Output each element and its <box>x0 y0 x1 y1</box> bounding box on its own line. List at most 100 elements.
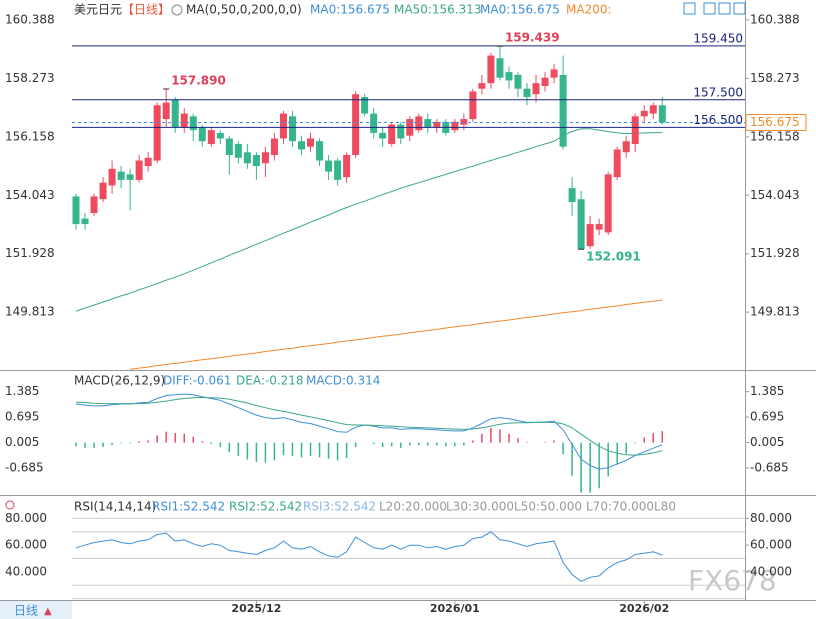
candle-body <box>514 74 522 89</box>
candle-body <box>613 149 621 178</box>
candle-body <box>631 116 639 144</box>
candle-body <box>90 196 98 214</box>
candle-body <box>135 160 143 180</box>
y-tick-label: 151.928 <box>5 246 55 260</box>
y-tick-label-right: 158.273 <box>750 71 800 85</box>
candle-body <box>261 152 269 164</box>
icon-full[interactable] <box>718 2 731 15</box>
candle-body <box>352 94 360 156</box>
candle-body <box>577 199 585 249</box>
y-tick-label-right: 40.000 <box>750 564 792 578</box>
candle-body <box>505 72 513 81</box>
candle-body <box>622 141 630 153</box>
y-tick-label-right: -0.685 <box>750 460 789 474</box>
candle-body <box>559 74 567 147</box>
y-tick-label: 0.695 <box>5 410 39 424</box>
annotation-label: 159.439 <box>505 31 560 45</box>
settings-icon[interactable] <box>5 500 15 510</box>
period-button-label[interactable]: 日线 <box>14 604 38 618</box>
y-tick-label-right: 80.000 <box>750 511 792 525</box>
y-tick-label-right: 60.000 <box>750 538 792 552</box>
candle-body <box>234 143 242 158</box>
y-tick-label-right: 156.158 <box>750 129 800 143</box>
candle-body <box>252 155 260 167</box>
candle-body <box>649 105 657 114</box>
annotation-label: 157.890 <box>171 73 226 87</box>
y-tick-label-right: 149.813 <box>750 305 800 319</box>
candle-body <box>189 116 197 131</box>
level-legend: L70:70.000 <box>586 500 654 514</box>
candle-body <box>316 141 324 161</box>
icon-move[interactable] <box>683 2 696 15</box>
level-legend: L30:30.000 <box>446 500 514 514</box>
legend-entry: DEA:-0.218 <box>236 374 304 388</box>
candle-body <box>243 152 251 164</box>
candle-body <box>207 130 215 144</box>
legend-entry: RSI2:52.542 <box>229 500 302 514</box>
horizontal-line-label: 157.500 <box>693 85 743 99</box>
series-line <box>75 531 663 582</box>
candle-body <box>279 113 287 139</box>
y-tick-label-right: 154.043 <box>750 188 800 202</box>
candle-body <box>298 141 305 150</box>
indicator-icon[interactable] <box>171 4 183 16</box>
y-tick-label-right: 160.388 <box>750 12 800 26</box>
y-tick-label-right: 0.005 <box>750 435 784 449</box>
candle-body <box>153 105 161 161</box>
period-arrow[interactable]: ▲ <box>44 606 52 617</box>
candle-body <box>658 105 666 123</box>
candle-body <box>451 121 459 131</box>
candle-body <box>379 132 387 139</box>
icon-setting[interactable] <box>703 2 716 15</box>
panel-title: RSI(14,14,14) <box>74 500 156 514</box>
y-tick-label: -0.685 <box>5 460 44 474</box>
candle-body <box>361 96 369 114</box>
y-tick-label: 1.385 <box>5 384 39 398</box>
candle-body <box>532 83 540 95</box>
y-tick-label: 60.000 <box>5 538 47 552</box>
y-tick-label-right: 151.928 <box>750 246 800 260</box>
x-tick-label: 2026/02 <box>619 602 669 615</box>
series-line <box>75 396 663 456</box>
panel-title: MACD(26,12,9) <box>74 374 165 388</box>
candle-body <box>640 110 648 117</box>
candle-body <box>126 174 134 180</box>
candle-body <box>343 155 351 178</box>
y-tick-label: 160.388 <box>5 12 55 26</box>
series-line <box>130 299 663 370</box>
legend-entry: MA50:156.313 <box>394 3 482 17</box>
legend-entry: DIFF:-0.061 <box>163 374 231 388</box>
chart-title: 美元日元 <box>74 3 122 17</box>
x-tick-label: 2025/12 <box>231 602 281 615</box>
candle-body <box>162 102 170 120</box>
period-button[interactable] <box>0 601 72 619</box>
level-legend: L20:20.000 <box>379 500 447 514</box>
candle-body <box>469 91 477 120</box>
candle-body <box>460 119 468 125</box>
candle-body <box>225 138 233 156</box>
legend-entry: MA200: <box>566 3 612 17</box>
candle-body <box>370 113 378 133</box>
candle-body <box>288 116 296 142</box>
candle-body <box>325 160 333 172</box>
icon-close[interactable] <box>733 2 746 15</box>
candle-body <box>397 124 405 139</box>
horizontal-line-label: 156.500 <box>693 113 743 127</box>
level-legend: L80 <box>654 500 676 514</box>
y-tick-label: 40.000 <box>5 564 47 578</box>
legend-entry: MACD:0.314 <box>306 374 380 388</box>
toolbar-icons[interactable] <box>683 2 746 15</box>
candle-body <box>198 127 206 142</box>
candle-body <box>568 188 576 202</box>
level-legend: L50:50.000 <box>514 500 582 514</box>
y-tick-label: 158.273 <box>5 71 55 85</box>
candle-body <box>523 88 531 97</box>
period-label: 【日线】 <box>122 3 170 17</box>
candle-body <box>415 116 423 131</box>
candle-body <box>595 224 603 230</box>
candle-body <box>99 182 107 200</box>
y-tick-label: 0.005 <box>5 435 39 449</box>
y-tick-label-right: 1.385 <box>750 384 784 398</box>
last-price-label: 156.675 <box>750 115 800 129</box>
